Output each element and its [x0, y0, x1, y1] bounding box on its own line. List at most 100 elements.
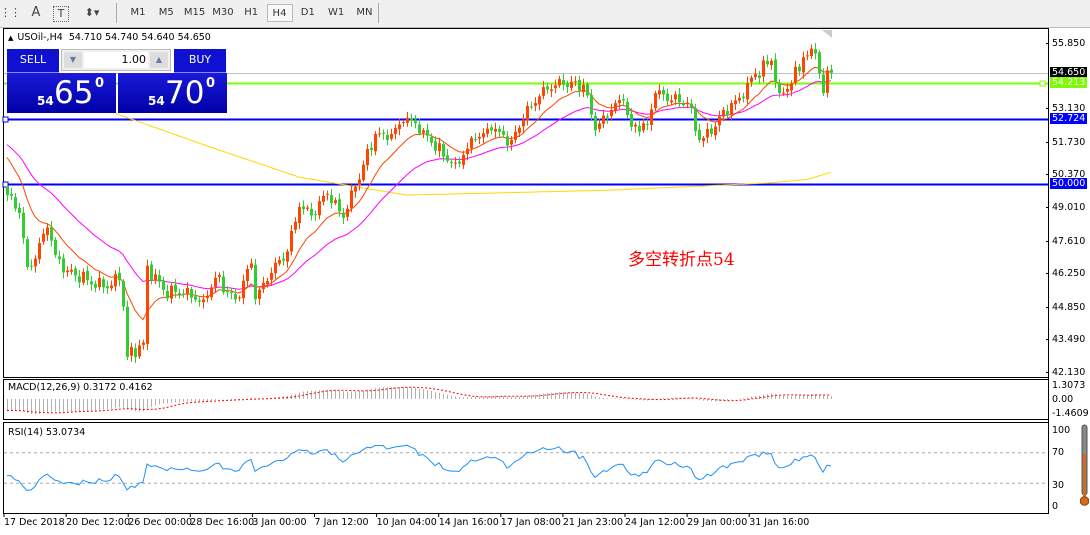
candle [470, 135, 473, 154]
candle-body [14, 197, 17, 209]
price-tick-label: 51.730 [1045, 136, 1086, 148]
time-tick-label: 28 Dec 16:00 [190, 517, 255, 528]
lot-input[interactable]: 1.00 [84, 52, 148, 68]
line-handle-icon[interactable] [1039, 80, 1046, 87]
candle [750, 75, 753, 87]
decrease-lot-icon[interactable]: ▼ [64, 52, 82, 68]
timeframe-w1[interactable]: W1 [327, 7, 345, 18]
candle [102, 276, 105, 294]
candle-body [214, 277, 217, 288]
timeframe-mn[interactable]: MN [356, 7, 373, 18]
candle [14, 192, 17, 212]
candle-body [734, 100, 737, 105]
price-tick-label: 47.610 [1045, 235, 1086, 247]
candle [182, 289, 185, 298]
candle [26, 236, 29, 270]
candle [566, 80, 569, 94]
candle [482, 128, 485, 144]
candle-body [182, 293, 185, 295]
candle [110, 280, 113, 291]
timeframe-h4[interactable]: H4 [266, 4, 293, 22]
chart-annotation[interactable]: 多空转折点54 [628, 250, 735, 270]
candle-body [178, 293, 181, 295]
candle [626, 98, 629, 119]
candle-body [582, 84, 585, 93]
timeframe-m30[interactable]: M30 [212, 7, 234, 18]
price-line-label: 50.000 [1050, 178, 1088, 190]
candle-body [334, 200, 337, 204]
candle [302, 200, 305, 215]
candle [350, 184, 353, 213]
increase-lot-icon[interactable]: ▲ [150, 52, 168, 68]
candle-body [30, 265, 33, 267]
candle [234, 288, 237, 304]
lot-size-stepper[interactable]: ▼ 1.00 ▲ [61, 49, 171, 71]
candle-body [138, 345, 141, 357]
candle-body [818, 52, 821, 74]
timeframe-m5[interactable]: M5 [158, 7, 174, 18]
candle-body [10, 194, 13, 196]
candle [726, 104, 729, 119]
candle [122, 279, 125, 311]
candle [642, 118, 645, 133]
candle-body [762, 60, 765, 77]
macd-label: MACD(12,26,9) 0.3172 0.4162 [8, 382, 153, 393]
candle [214, 271, 217, 294]
candle [370, 141, 373, 157]
sell-price-box[interactable]: 54 65 0 [7, 73, 116, 113]
candle [706, 122, 709, 144]
candle-body [42, 233, 45, 242]
price-tick-label: 55.850 [1045, 38, 1086, 49]
candle [410, 113, 413, 127]
candle-body [550, 89, 553, 91]
candle-body [750, 77, 753, 83]
candle-body [702, 137, 705, 142]
candle-body [222, 276, 225, 293]
line-handle-icon[interactable] [2, 181, 9, 188]
candle [466, 142, 469, 161]
candle-body [510, 139, 513, 145]
candle-body [690, 103, 693, 108]
candle-body [202, 299, 205, 303]
chart-shift-marker[interactable] [822, 30, 832, 38]
candle [522, 113, 525, 133]
candle [610, 103, 613, 122]
text-a-icon[interactable]: A [31, 5, 41, 20]
candle-body [694, 107, 697, 132]
buy-price-box[interactable]: 54 70 0 [118, 73, 227, 113]
candle-body [590, 94, 593, 115]
timeframe-d1[interactable]: D1 [300, 7, 315, 18]
candle [170, 283, 173, 304]
sell-button[interactable]: SELL [7, 49, 59, 73]
candle-body [662, 90, 665, 95]
candle-body [806, 55, 809, 57]
candle [778, 79, 781, 98]
candle-body [630, 114, 633, 127]
candle-body [794, 66, 797, 83]
candle [714, 121, 717, 140]
candle [826, 66, 829, 98]
timeframe-h1[interactable]: H1 [244, 7, 259, 18]
grid-icon[interactable]: ⋮⋮ [0, 6, 21, 19]
candle-body [670, 100, 673, 103]
candle [662, 86, 665, 101]
candle-body [530, 106, 533, 108]
candle [86, 265, 89, 285]
candle-body [442, 144, 445, 157]
timeframe-m1[interactable]: M1 [130, 7, 146, 18]
candle [578, 75, 581, 97]
timeframe-m15[interactable]: M15 [183, 7, 206, 18]
candle [18, 202, 21, 219]
candle [830, 64, 833, 80]
candle [210, 284, 213, 301]
candle [574, 76, 577, 87]
text-label-icon[interactable]: T [53, 6, 69, 22]
candle [34, 255, 37, 273]
buy-button[interactable]: BUY [174, 49, 226, 73]
candle [526, 101, 529, 126]
line-handle-icon[interactable] [2, 116, 9, 123]
arrows-icon[interactable]: ⬍▾ [84, 6, 100, 19]
collapse-triangle-icon[interactable]: ▲ [8, 34, 14, 42]
chart-header: ▲ USOil-,H4 54.710 54.740 54.640 54.650 [8, 32, 211, 43]
